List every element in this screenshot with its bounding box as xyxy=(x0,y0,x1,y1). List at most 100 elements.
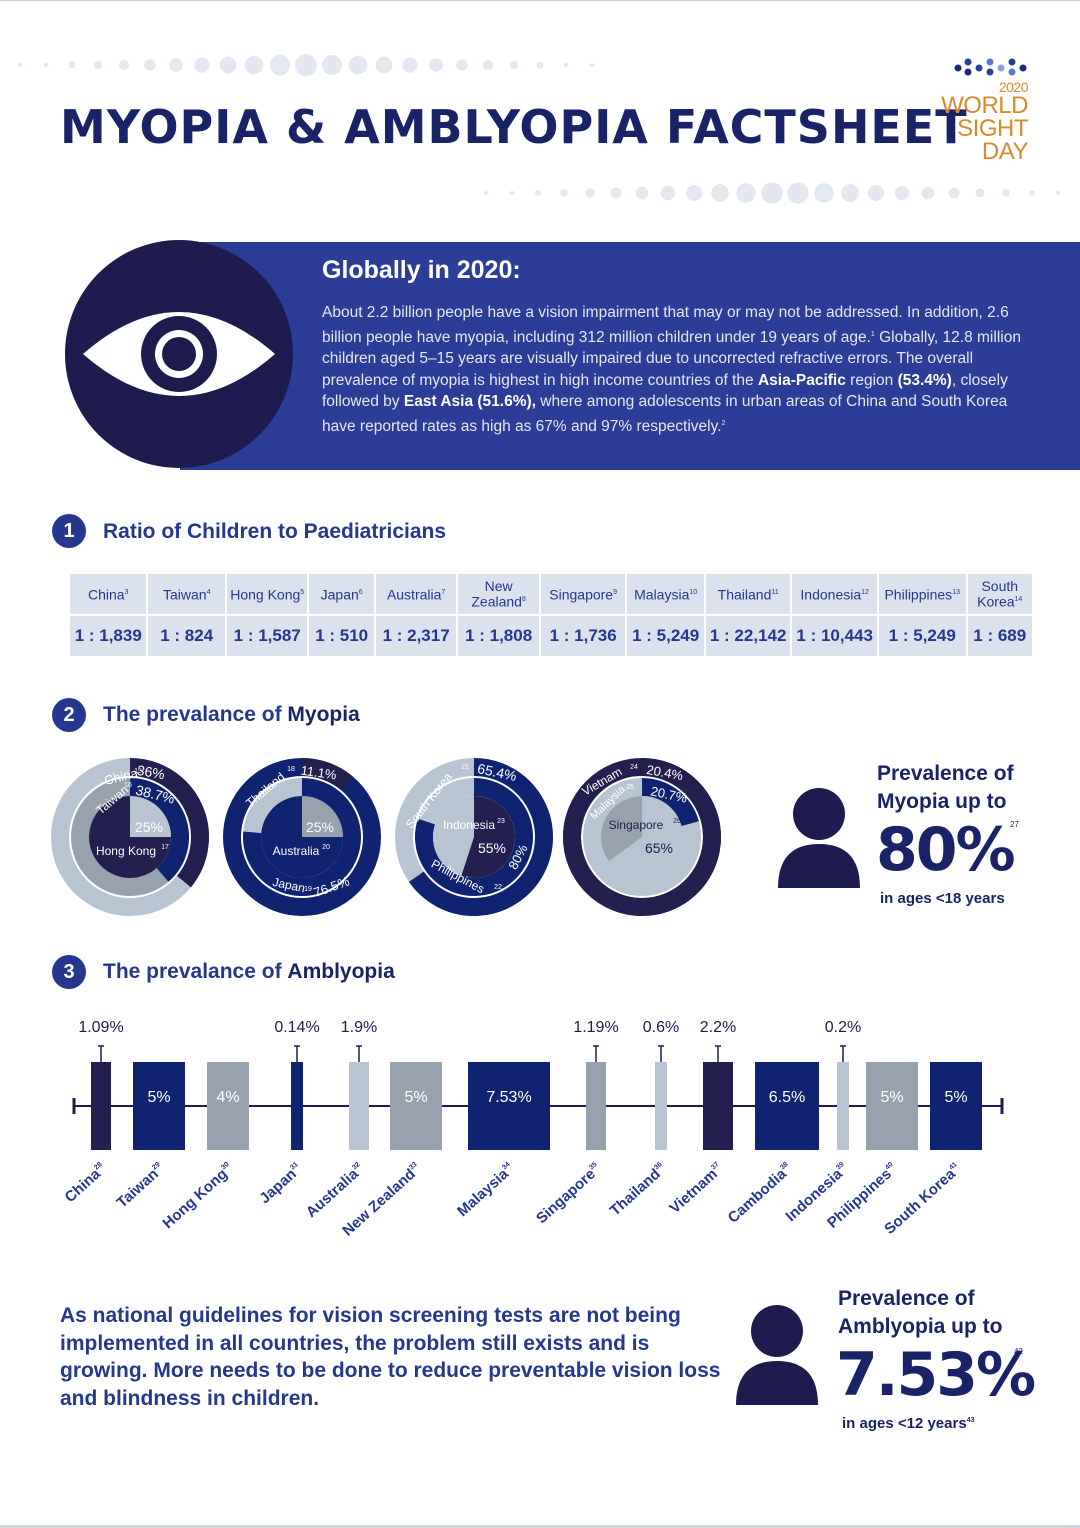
donut-1-middle-arc xyxy=(243,778,361,896)
ratio-country-header: South Korea14 xyxy=(967,574,1032,614)
paediatrician-ratio-table: China3 Taiwan4 Hong Kong5 Japan6 Australia7 N… xyxy=(68,572,1034,658)
donut-3-outer-arc xyxy=(563,758,721,916)
amblyopia-bar-label: 0.2% xyxy=(825,1019,861,1036)
ref-japan: 19 xyxy=(304,886,312,893)
decorative-dot xyxy=(93,60,103,70)
logo-year: 2020 xyxy=(998,79,1029,95)
amblyopia-category-label: Singapore35 xyxy=(533,1160,605,1227)
decorative-dot xyxy=(787,182,809,204)
amblyopia-bar xyxy=(91,1062,111,1150)
amblyopia-bar-label: 6.5% xyxy=(769,1089,805,1106)
amblyopia-bar xyxy=(390,1062,442,1150)
amblyopia-bar xyxy=(655,1062,667,1150)
ratio-value-cell: 1 : 5,249 xyxy=(878,616,966,656)
decorative-dot xyxy=(536,61,544,69)
decorative-dot xyxy=(244,55,264,75)
amblyopia-category-label: Japan31 xyxy=(256,1160,305,1207)
section-title-amblyopia: The prevalance of Amblyopia xyxy=(103,960,395,983)
amblyopia-bar-chart: 1.09% China28 5% Taiwan29 4% Hong Kong30 0.14%… xyxy=(62,1019,1004,1240)
label-japan: Japan xyxy=(271,875,306,895)
value-singapore: 65% xyxy=(645,840,673,856)
decorative-dot xyxy=(975,188,985,198)
decorative-dot xyxy=(1029,190,1035,196)
decorative-dot xyxy=(560,189,568,197)
decorative-dot xyxy=(43,62,49,68)
value-australia: 25% xyxy=(306,819,334,835)
ratio-country-header: Singapore9 xyxy=(540,574,626,614)
amblyopia-bar-label: 2.2% xyxy=(700,1019,736,1036)
donut-2-inner-slice xyxy=(461,796,515,878)
eye-icon xyxy=(83,312,275,396)
decorative-dot xyxy=(219,56,237,74)
decorative-dot xyxy=(635,186,649,200)
closing-statement: As national guidelines for vision screen… xyxy=(60,1304,721,1410)
ratio-value-cell: 1 : 2,317 xyxy=(375,616,457,656)
decorative-dot xyxy=(169,58,183,72)
value-hong-kong: 25% xyxy=(135,819,163,835)
ratio-country-header: Indonesia12 xyxy=(792,574,877,614)
decorative-dot xyxy=(841,184,859,202)
amblyopia-bar xyxy=(291,1062,303,1150)
donut-0-middle-arc xyxy=(129,778,189,882)
ref-philippines: 22 xyxy=(494,884,502,891)
donut-3-middle-arc xyxy=(641,778,699,827)
person-icon-amblyopia xyxy=(736,1305,818,1405)
global-banner xyxy=(180,242,1080,470)
section-title-ratio: Ratio of Children to Paediatricians xyxy=(103,520,447,543)
decorative-dot xyxy=(535,190,541,196)
myopia-stat-sub: in ages <18 years xyxy=(880,890,1005,907)
ratio-country-header: Australia7 xyxy=(375,574,457,614)
label-singapore: Singapore xyxy=(609,818,664,832)
decorative-dot xyxy=(509,190,515,196)
decorative-dot xyxy=(348,55,368,75)
decorative-dot xyxy=(685,184,703,202)
donut-1-inner-slice xyxy=(302,796,343,837)
world-sight-day-logo-icon xyxy=(954,58,1027,76)
decorative-dot xyxy=(484,191,488,195)
decorative-dot xyxy=(295,54,317,76)
decorative-dot xyxy=(563,62,569,68)
amblyopia-category-label: Malaysia34 xyxy=(454,1160,518,1220)
ref-hong-kong: 17 xyxy=(161,844,169,851)
amblyopia-bar-label: 5% xyxy=(944,1089,967,1106)
ratio-value-cell: 1 : 689 xyxy=(967,616,1032,656)
amblyopia-bar xyxy=(837,1062,849,1150)
donut-2-middle-arc xyxy=(415,778,533,896)
decorative-dot xyxy=(585,188,595,198)
amblyopia-stat-label: Prevalence of Amblyopia up to xyxy=(838,1287,1003,1338)
decorative-dot xyxy=(660,185,676,201)
amblyopia-bar xyxy=(207,1062,249,1150)
amblyopia-bar xyxy=(930,1062,982,1150)
amblyopia-stat-ref: 42 xyxy=(1014,1347,1023,1356)
ratio-country-header: Malaysia10 xyxy=(627,574,704,614)
ratio-value-cell: 1 : 5,249 xyxy=(627,616,704,656)
ratio-country-header: Hong Kong5 xyxy=(226,574,308,614)
ref-taiwan: 16 xyxy=(124,782,132,789)
bottom-border xyxy=(0,1525,1080,1528)
decorative-dot xyxy=(375,56,393,74)
ratio-value-cell: 1 : 10,443 xyxy=(792,616,877,656)
decorative-dot xyxy=(321,54,343,76)
ratio-value-cell: 1 : 1,839 xyxy=(70,616,147,656)
ref-china: 15 xyxy=(134,768,142,775)
decorative-dot xyxy=(144,59,156,71)
ratio-value-cell: 1 : 22,142 xyxy=(705,616,791,656)
ratio-value-cell: 1 : 1,808 xyxy=(458,616,539,656)
decorative-dot xyxy=(711,184,729,202)
banner-heading: Globally in 2020: xyxy=(322,256,521,284)
logo-sight: SIGHT xyxy=(957,115,1028,142)
decorative-dot xyxy=(867,184,885,202)
ratio-value-cell: 1 : 1,587 xyxy=(226,616,308,656)
amblyopia-bar-label: 0.6% xyxy=(643,1019,679,1036)
top-border xyxy=(0,0,1080,1)
decorative-dot xyxy=(948,187,960,199)
decorative-dot xyxy=(814,183,834,203)
decorative-dot xyxy=(590,63,594,67)
amblyopia-bar-label: 5% xyxy=(404,1089,427,1106)
donut-0-inner-slice xyxy=(130,796,171,837)
ratio-country-header: New Zealand8 xyxy=(458,574,539,614)
donut-1-outer-arc xyxy=(301,758,353,791)
amblyopia-bar-label: 1.19% xyxy=(573,1019,618,1036)
ratio-country-header: Taiwan4 xyxy=(148,574,225,614)
